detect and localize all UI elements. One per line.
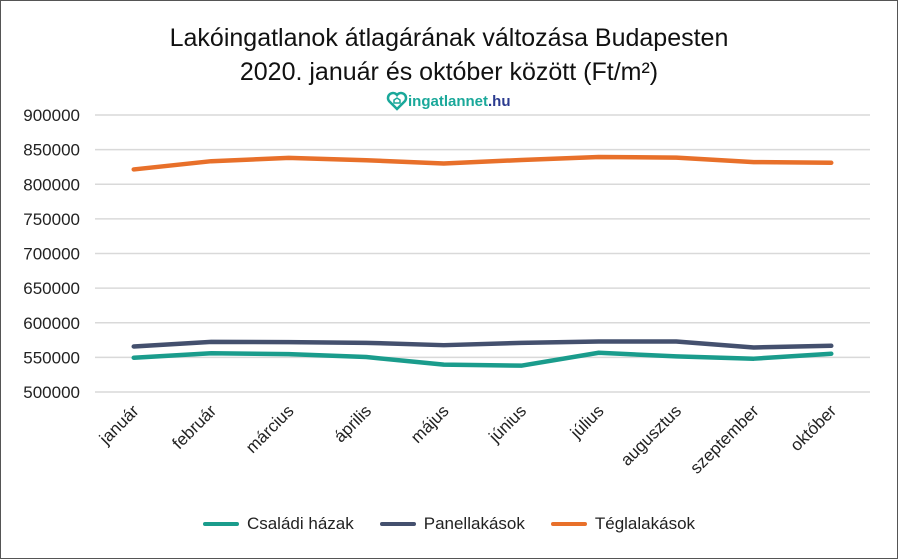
x-tick-label: szeptember (686, 401, 762, 477)
x-tick-label: június (485, 401, 531, 447)
series-line (131, 350, 834, 368)
y-tick-label: 750000 (23, 210, 80, 229)
x-tick-label: július (566, 401, 608, 443)
legend-label: Téglalakások (594, 514, 696, 533)
x-tick-label: augusztus (617, 401, 685, 469)
y-tick-label: 500000 (23, 383, 80, 402)
legend-swatch (550, 522, 587, 526)
y-tick-label: 550000 (23, 348, 80, 367)
chart-title: Lakóingatlanok átlagárának változása Bud… (169, 24, 729, 52)
logo: ingatlannet.hu (386, 90, 511, 112)
legend-label: Családi házak (246, 514, 354, 533)
x-tick-label: március (242, 401, 298, 457)
logo-text: ingatlannet.hu (408, 92, 511, 110)
x-tick-label: február (169, 401, 221, 453)
y-tick-label: 700000 (23, 245, 80, 264)
x-tick-label: május (407, 401, 453, 447)
x-tick-label: október (787, 401, 841, 455)
y-tick-label: 600000 (23, 314, 80, 333)
legend-swatch (202, 522, 239, 526)
y-tick-label: 800000 (23, 175, 80, 194)
x-tick-label: január (95, 401, 143, 449)
heart-house-icon (386, 91, 408, 111)
legend: Családi házak Panellakások Téglalakások (0, 514, 898, 534)
legend-swatch (379, 522, 416, 526)
series-line (131, 339, 834, 350)
legend-item: Családi házak (202, 514, 354, 534)
series-line (131, 154, 834, 172)
chart-subtitle: 2020. január és október között (Ft/m²) (239, 58, 659, 86)
legend-label: Panellakások (423, 514, 525, 533)
legend-item: Panellakások (379, 514, 525, 534)
y-tick-label: 850000 (23, 141, 80, 160)
y-tick-label: 650000 (23, 279, 80, 298)
x-tick-label: április (330, 401, 375, 446)
legend-item: Téglalakások (550, 514, 696, 534)
y-tick-label: 900000 (23, 106, 80, 125)
